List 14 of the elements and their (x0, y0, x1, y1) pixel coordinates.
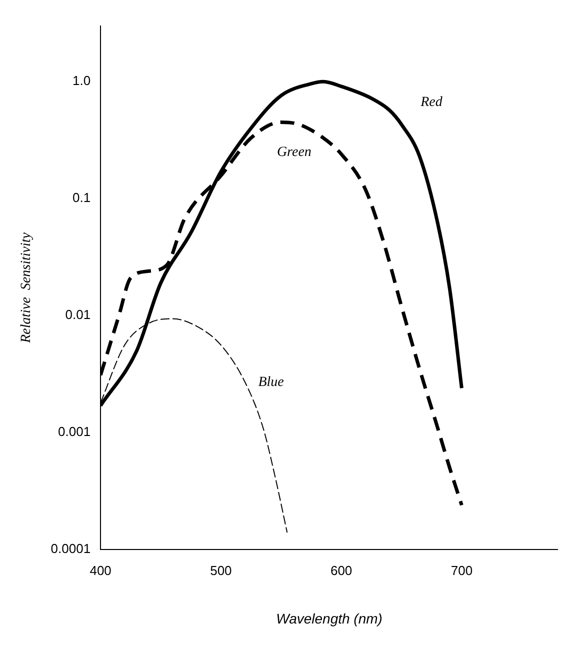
y-tick-label: 0.1 (72, 190, 91, 206)
series-label: Blue (258, 374, 284, 390)
x-tick-label: 500 (210, 562, 232, 578)
y-axis-title: Relative Sensitivity (19, 232, 34, 344)
x-tick-label: 600 (330, 562, 352, 578)
series-label: Green (276, 145, 312, 160)
series-label: Red (420, 94, 444, 110)
x-axis-title: Wavelength (nm) (276, 610, 382, 626)
x-tick-label: 400 (90, 562, 112, 578)
y-tick-label: 1.0 (72, 73, 91, 88)
x-tick-label: 700 (450, 562, 473, 578)
y-tick-label: 0.001 (58, 424, 91, 440)
y-tick-label: 0.0001 (50, 541, 91, 556)
y-tick-label: 0.01 (65, 307, 91, 322)
